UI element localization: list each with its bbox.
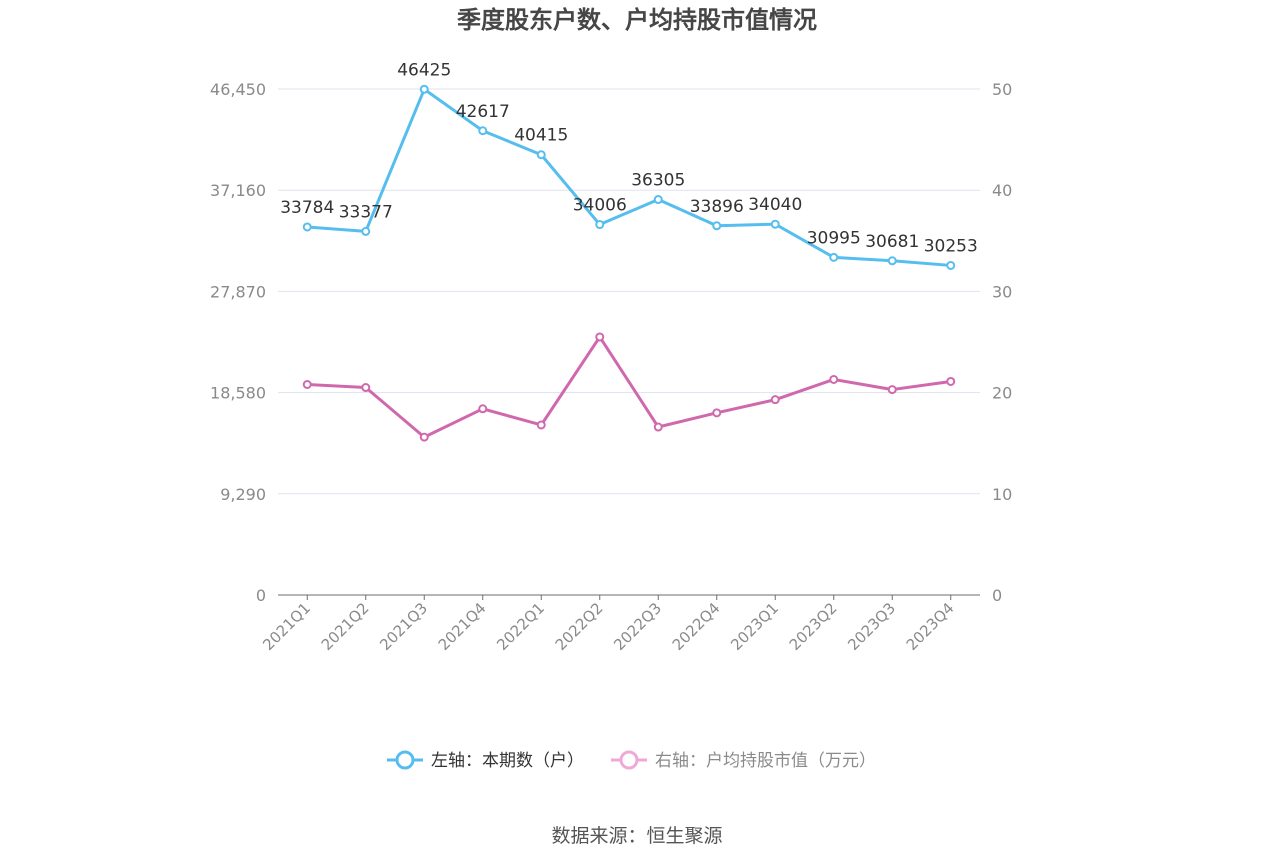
right-tick-label: 40 [992, 181, 1012, 200]
x-tick-label: 2023Q1 [727, 599, 782, 654]
data-label: 42617 [456, 102, 510, 122]
data-point [595, 220, 605, 230]
source-note: 数据来源：恒生聚源 [551, 825, 722, 847]
data-point [829, 252, 839, 262]
x-tick-label: 2022Q2 [552, 599, 607, 654]
chart-title: 季度股东户数、户均持股市值情况 [457, 6, 817, 34]
data-point [887, 385, 897, 395]
series-line [307, 335, 951, 439]
x-tick-label: 2023Q3 [844, 599, 899, 654]
data-point [536, 420, 546, 430]
data-point [829, 374, 839, 384]
right-tick-label: 10 [992, 485, 1012, 504]
data-label: 36305 [631, 171, 685, 191]
data-label: 40415 [514, 126, 568, 146]
x-axis: 2021Q1 2021Q2 2021Q3 2021Q4 2022Q1 2022Q2 2022… [259, 594, 980, 654]
data-point [653, 195, 663, 205]
right-axis: 0 10 20 30 40 50 [992, 80, 1012, 605]
data-point [361, 383, 371, 393]
right-tick-label: 50 [992, 80, 1012, 99]
data-point [478, 126, 488, 136]
data-label: 30681 [865, 232, 919, 252]
x-tick-label: 2021Q3 [376, 599, 431, 654]
data-point [478, 404, 488, 414]
data-label: 46425 [397, 60, 451, 80]
left-tick-label: 27,870 [210, 282, 266, 301]
data-label: 33377 [339, 202, 393, 222]
grid [278, 88, 980, 495]
data-label: 30253 [924, 236, 978, 256]
data-point [419, 84, 429, 94]
data-label: 30995 [807, 228, 861, 248]
x-tick-label: 2023Q4 [903, 599, 958, 654]
x-tick-label: 2021Q2 [318, 599, 373, 654]
legend-marker [395, 750, 415, 770]
left-tick-label: 9,290 [220, 485, 266, 504]
x-tick-label: 2022Q3 [610, 599, 665, 654]
data-point [419, 432, 429, 442]
data-point [302, 222, 312, 232]
legend-label: 左轴：本期数（户） [431, 751, 584, 771]
series-line [307, 87, 951, 267]
data-point [302, 380, 312, 390]
data-label: 34006 [573, 196, 627, 216]
data-point [887, 256, 897, 266]
left-tick-label: 18,580 [210, 384, 266, 403]
right-tick-label: 30 [992, 282, 1012, 301]
data-point [712, 408, 722, 418]
data-point [653, 422, 663, 432]
data-point [536, 150, 546, 160]
data-label: 34040 [748, 195, 802, 215]
data-point [770, 395, 780, 405]
right-tick-label: 0 [992, 586, 1002, 605]
data-point [946, 376, 956, 386]
x-tick-label: 2023Q2 [786, 599, 841, 654]
right-tick-label: 20 [992, 384, 1012, 403]
legend[interactable]: 左轴：本期数（户） 右轴：户均持股市值（万元） [387, 750, 876, 771]
legend-label: 右轴：户均持股市值（万元） [655, 751, 876, 771]
data-label: 33896 [690, 197, 744, 217]
x-tick-label: 2022Q4 [669, 599, 724, 654]
data-point [595, 332, 605, 342]
left-tick-label: 37,160 [210, 181, 266, 200]
left-tick-label: 0 [256, 586, 266, 605]
data-point [361, 226, 371, 236]
data-point [770, 219, 780, 229]
data-point [946, 260, 956, 270]
x-tick-label: 2021Q1 [259, 599, 314, 654]
left-axis: 0 9,290 18,580 27,870 37,160 46,450 [210, 80, 266, 605]
x-tick-label: 2022Q1 [493, 599, 548, 654]
left-tick-label: 46,450 [210, 80, 266, 99]
legend-marker [619, 750, 639, 770]
data-label: 33784 [280, 198, 334, 218]
data-point [712, 221, 722, 231]
x-tick-label: 2021Q4 [435, 599, 490, 654]
